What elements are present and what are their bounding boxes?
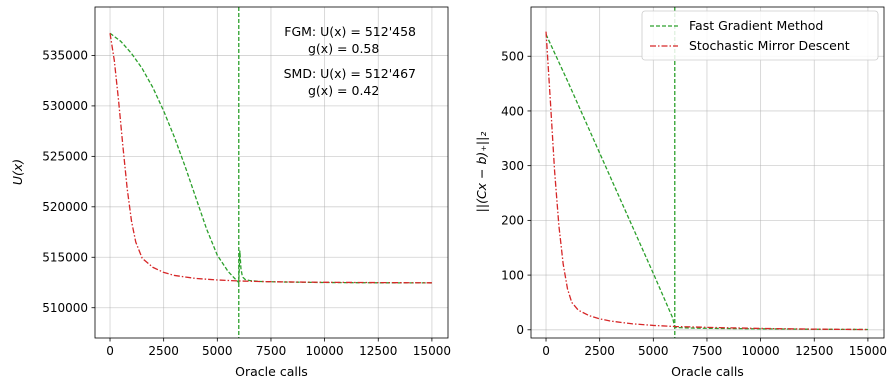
residual-y-tick-label: 500 [501,50,524,64]
residual-x-tick-label: 2500 [584,344,615,358]
residual-stochastic-mirror-descent-line [545,31,868,331]
u-x-tick-label: 15000 [413,344,451,358]
u-x-tick-label: 12500 [359,344,397,358]
u-chart-series-layer [109,32,432,284]
residual-x-tick-label: 15000 [849,344,887,358]
u-x-tick-label: 0 [106,344,114,358]
fgm-annotation-line1: FGM: U(x) = 512'458 [284,24,416,39]
legend-fgm-label: Fast Gradient Method [689,18,823,33]
u-y-tick-label: 515000 [42,251,88,265]
residual-chart-x-axis-label: Oracle calls [671,364,744,379]
u-chart-ticks: 0 2500 5000 7500 10000 12500 15000 510000 515000… [42,49,451,358]
u-chart-y-axis-label: U(x) [10,159,25,185]
u-chart-frame [94,6,449,339]
residual-chart-background [531,7,884,338]
residual-x-tick-label: 0 [542,344,550,358]
smd-annotation-line1: SMD: U(x) = 512'467 [284,66,416,81]
u-fast-gradient-method-line [109,32,432,284]
u-chart-annotations: FGM: U(x) = 512'458 g(x) = 0.58 SMD: U(x… [284,24,416,98]
residual-chart-ticks: 0 2500 5000 7500 10000 12500 15000 0 100 200 300 40… [501,50,887,358]
legend-box [641,10,879,61]
residual-y-tick-label: 100 [501,268,524,282]
u-x-tick-label: 7500 [256,344,287,358]
residual-y-tick-label: 200 [501,214,524,228]
u-x-tick-label: 2500 [148,344,179,358]
u-y-tick-label: 520000 [42,200,88,214]
residual-chart-grid [531,7,884,338]
u-y-tick-label: 510000 [42,301,88,315]
residual-x-tick-label: 5000 [638,344,669,358]
u-y-tick-label: 525000 [42,150,88,164]
u-y-tick-label: 535000 [42,49,88,63]
residual-x-tick-label: 10000 [742,344,780,358]
residual-chart-y-axis-label: ||(Cx − b)₊||₂ [474,132,489,213]
residual-x-tick-label: 12500 [795,344,833,358]
residual-chart-panel: 0 2500 5000 7500 10000 12500 15000 0 100 200 300 40… [474,6,887,379]
u-y-tick-label: 530000 [42,99,88,113]
residual-y-tick-label: 400 [501,104,524,118]
legend-smd-label: Stochastic Mirror Descent [689,38,850,53]
u-chart-x-axis-label: Oracle calls [235,364,308,379]
u-stochastic-mirror-descent-line [109,33,432,284]
residual-chart-legend: Fast Gradient Method Stochastic Mirror D… [641,10,879,61]
u-chart-background [95,7,448,338]
residual-chart-series-layer [545,31,868,331]
u-chart-grid [95,7,448,338]
smd-annotation-line2: g(x) = 0.42 [308,83,379,98]
u-x-tick-label: 10000 [306,344,344,358]
residual-chart-frame [530,6,885,339]
fgm-annotation-line2: g(x) = 0.58 [308,41,379,56]
u-x-tick-label: 5000 [202,344,233,358]
residual-y-tick-label: 0 [516,323,524,337]
residual-y-tick-label: 300 [501,159,524,173]
u-chart-panel: 0 2500 5000 7500 10000 12500 15000 510000 515000… [10,6,451,379]
residual-x-tick-label: 7500 [692,344,723,358]
